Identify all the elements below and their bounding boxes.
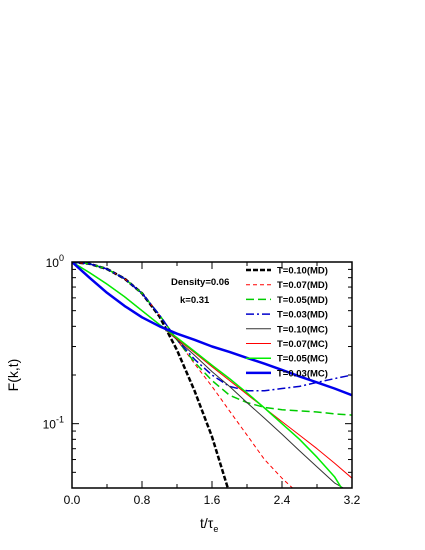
annotation-density: Density=0.06 — [171, 277, 229, 288]
legend-label-0: T=0.10(MD) — [277, 266, 328, 277]
ticks-layer — [71, 261, 353, 488]
x-axis-label-main: t/τ — [200, 515, 214, 531]
legend-label-6: T=0.05(MC) — [277, 354, 328, 365]
series-line-3 — [72, 262, 352, 392]
x-tick-label: 3.2 — [344, 493, 361, 507]
legend-label-1: T=0.07(MD) — [277, 280, 328, 291]
y-axis-label: F(k,t) — [5, 359, 21, 392]
annotation-k: k=0.31 — [180, 295, 210, 306]
legend-label-5: T=0.07(MC) — [277, 339, 328, 350]
y-tick-label: 100 — [46, 253, 64, 270]
x-axis-label-sub: e — [213, 524, 218, 534]
y-tick-base: 10 — [43, 418, 57, 432]
x-tick-label: 0.0 — [64, 493, 81, 507]
legend-label-2: T=0.05(MD) — [277, 295, 328, 306]
series-layer — [72, 262, 352, 488]
x-axis-label: t/τe — [200, 515, 218, 534]
y-tick-base: 10 — [46, 256, 60, 270]
y-tick-label: 10-1 — [43, 415, 64, 432]
legend-label-4: T=0.10(MC) — [277, 324, 328, 335]
legend-label-3: T=0.03(MD) — [277, 310, 328, 321]
series-line-7 — [72, 262, 352, 397]
x-tick-label: 0.8 — [134, 493, 151, 507]
series-line-1 — [72, 262, 293, 488]
x-tick-label: 2.4 — [274, 493, 291, 507]
legend-label-7: T=0.03(MC) — [277, 368, 328, 379]
x-tick-label: 1.6 — [204, 493, 221, 507]
series-line-6 — [72, 262, 343, 488]
y-tick-exp: 0 — [59, 253, 64, 263]
legend: T=0.10(MD) T=0.07(MD) T=0.05(MD) T=0.03(MD)… — [246, 266, 328, 379]
y-tick-exp: -1 — [56, 415, 64, 425]
